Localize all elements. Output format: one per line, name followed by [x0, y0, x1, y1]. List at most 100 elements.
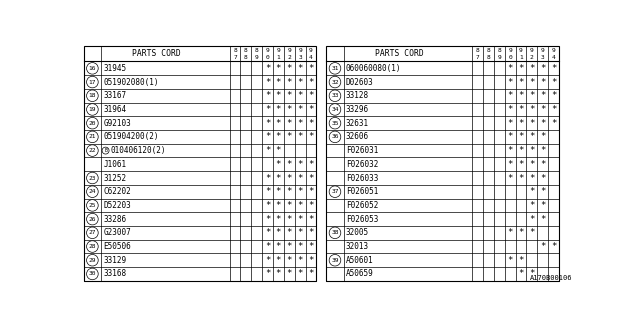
Text: *: * — [551, 119, 556, 128]
Text: 1: 1 — [519, 55, 523, 60]
Text: 9: 9 — [497, 55, 501, 60]
Text: *: * — [276, 269, 281, 278]
Text: 31945: 31945 — [103, 64, 126, 73]
Text: F026051: F026051 — [346, 187, 378, 196]
Circle shape — [86, 90, 98, 101]
Text: *: * — [287, 228, 292, 237]
Text: 32013: 32013 — [346, 242, 369, 251]
Text: 8: 8 — [497, 48, 501, 53]
Text: *: * — [276, 215, 281, 224]
Circle shape — [86, 254, 98, 266]
Text: *: * — [508, 64, 513, 73]
Text: 8: 8 — [244, 48, 248, 53]
Text: 25: 25 — [89, 203, 96, 208]
Text: *: * — [298, 228, 303, 237]
Text: *: * — [508, 173, 513, 182]
Text: *: * — [308, 91, 314, 100]
Text: *: * — [298, 105, 303, 114]
Circle shape — [329, 227, 340, 239]
Text: *: * — [308, 242, 314, 251]
Text: *: * — [540, 187, 545, 196]
Text: *: * — [551, 64, 556, 73]
Text: *: * — [287, 269, 292, 278]
Text: *: * — [508, 77, 513, 86]
Text: *: * — [529, 215, 534, 224]
Text: F026053: F026053 — [346, 215, 378, 224]
Text: *: * — [540, 91, 545, 100]
Text: *: * — [276, 77, 281, 86]
Text: *: * — [298, 187, 303, 196]
Text: A50601: A50601 — [346, 256, 374, 265]
Text: 7: 7 — [233, 55, 237, 60]
Text: *: * — [265, 64, 270, 73]
Text: C62202: C62202 — [103, 187, 131, 196]
Text: *: * — [540, 119, 545, 128]
Circle shape — [86, 117, 98, 129]
Text: *: * — [529, 91, 534, 100]
Bar — [84, 46, 316, 281]
Text: 31964: 31964 — [103, 105, 126, 114]
Text: *: * — [540, 64, 545, 73]
Text: 33129: 33129 — [103, 256, 126, 265]
Circle shape — [86, 63, 98, 74]
Text: *: * — [276, 160, 281, 169]
Circle shape — [329, 76, 340, 88]
Text: *: * — [518, 132, 524, 141]
Text: *: * — [287, 77, 292, 86]
Circle shape — [86, 268, 98, 280]
Text: *: * — [529, 64, 534, 73]
Text: *: * — [276, 242, 281, 251]
Text: *: * — [518, 160, 524, 169]
Text: 8: 8 — [233, 48, 237, 53]
Text: *: * — [265, 173, 270, 182]
Text: *: * — [265, 132, 270, 141]
Text: *: * — [529, 146, 534, 155]
Text: 31252: 31252 — [103, 173, 126, 182]
Text: *: * — [508, 119, 513, 128]
Text: B: B — [104, 148, 107, 153]
Text: 17: 17 — [89, 80, 96, 84]
Text: J1061: J1061 — [103, 160, 126, 169]
Circle shape — [86, 104, 98, 115]
Circle shape — [86, 213, 98, 225]
Text: *: * — [265, 119, 270, 128]
Text: 8: 8 — [255, 48, 259, 53]
Text: *: * — [308, 132, 314, 141]
Text: 1: 1 — [276, 55, 280, 60]
Text: *: * — [298, 77, 303, 86]
Text: *: * — [308, 269, 314, 278]
Text: *: * — [529, 228, 534, 237]
Text: *: * — [265, 201, 270, 210]
Text: *: * — [287, 132, 292, 141]
Text: 8: 8 — [486, 55, 490, 60]
Text: D52203: D52203 — [103, 201, 131, 210]
Text: *: * — [298, 160, 303, 169]
Text: 32606: 32606 — [346, 132, 369, 141]
Text: 9: 9 — [519, 48, 523, 53]
Text: *: * — [265, 269, 270, 278]
Text: 35: 35 — [332, 121, 339, 126]
Text: *: * — [518, 256, 524, 265]
Text: *: * — [308, 215, 314, 224]
Text: *: * — [540, 132, 545, 141]
Text: 37: 37 — [332, 189, 339, 194]
Text: 21: 21 — [89, 134, 96, 140]
Text: 22: 22 — [89, 148, 96, 153]
Text: 32005: 32005 — [346, 228, 369, 237]
Text: A170B00106: A170B00106 — [530, 275, 572, 281]
Text: *: * — [518, 77, 524, 86]
Text: *: * — [508, 132, 513, 141]
Text: *: * — [529, 105, 534, 114]
Text: *: * — [540, 146, 545, 155]
Text: *: * — [298, 201, 303, 210]
Text: *: * — [298, 215, 303, 224]
Text: *: * — [298, 119, 303, 128]
Circle shape — [102, 147, 109, 154]
Text: 9: 9 — [266, 48, 269, 53]
Text: 16: 16 — [89, 66, 96, 71]
Circle shape — [329, 186, 340, 197]
Text: 9: 9 — [309, 48, 313, 53]
Text: *: * — [298, 132, 303, 141]
Text: 8: 8 — [476, 48, 479, 53]
Text: *: * — [287, 201, 292, 210]
